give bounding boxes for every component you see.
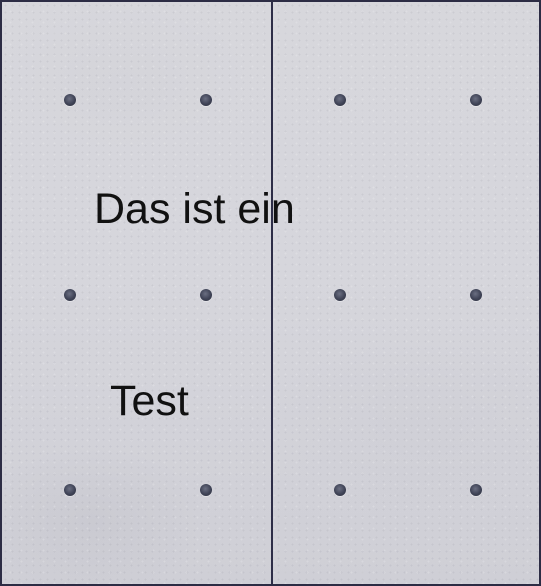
tie-hole bbox=[64, 289, 76, 301]
tie-hole bbox=[334, 484, 346, 496]
tie-hole bbox=[64, 94, 76, 106]
tie-hole bbox=[334, 94, 346, 106]
tie-hole bbox=[200, 94, 212, 106]
tie-hole bbox=[200, 484, 212, 496]
overlay-text-line-1: Das ist ein bbox=[94, 185, 295, 233]
tie-hole bbox=[334, 289, 346, 301]
tie-hole bbox=[470, 94, 482, 106]
panel-divider bbox=[271, 2, 273, 584]
tie-hole bbox=[470, 289, 482, 301]
overlay-text-line-2: Test bbox=[110, 377, 189, 425]
tie-hole bbox=[200, 289, 212, 301]
tie-hole bbox=[470, 484, 482, 496]
tie-hole bbox=[64, 484, 76, 496]
